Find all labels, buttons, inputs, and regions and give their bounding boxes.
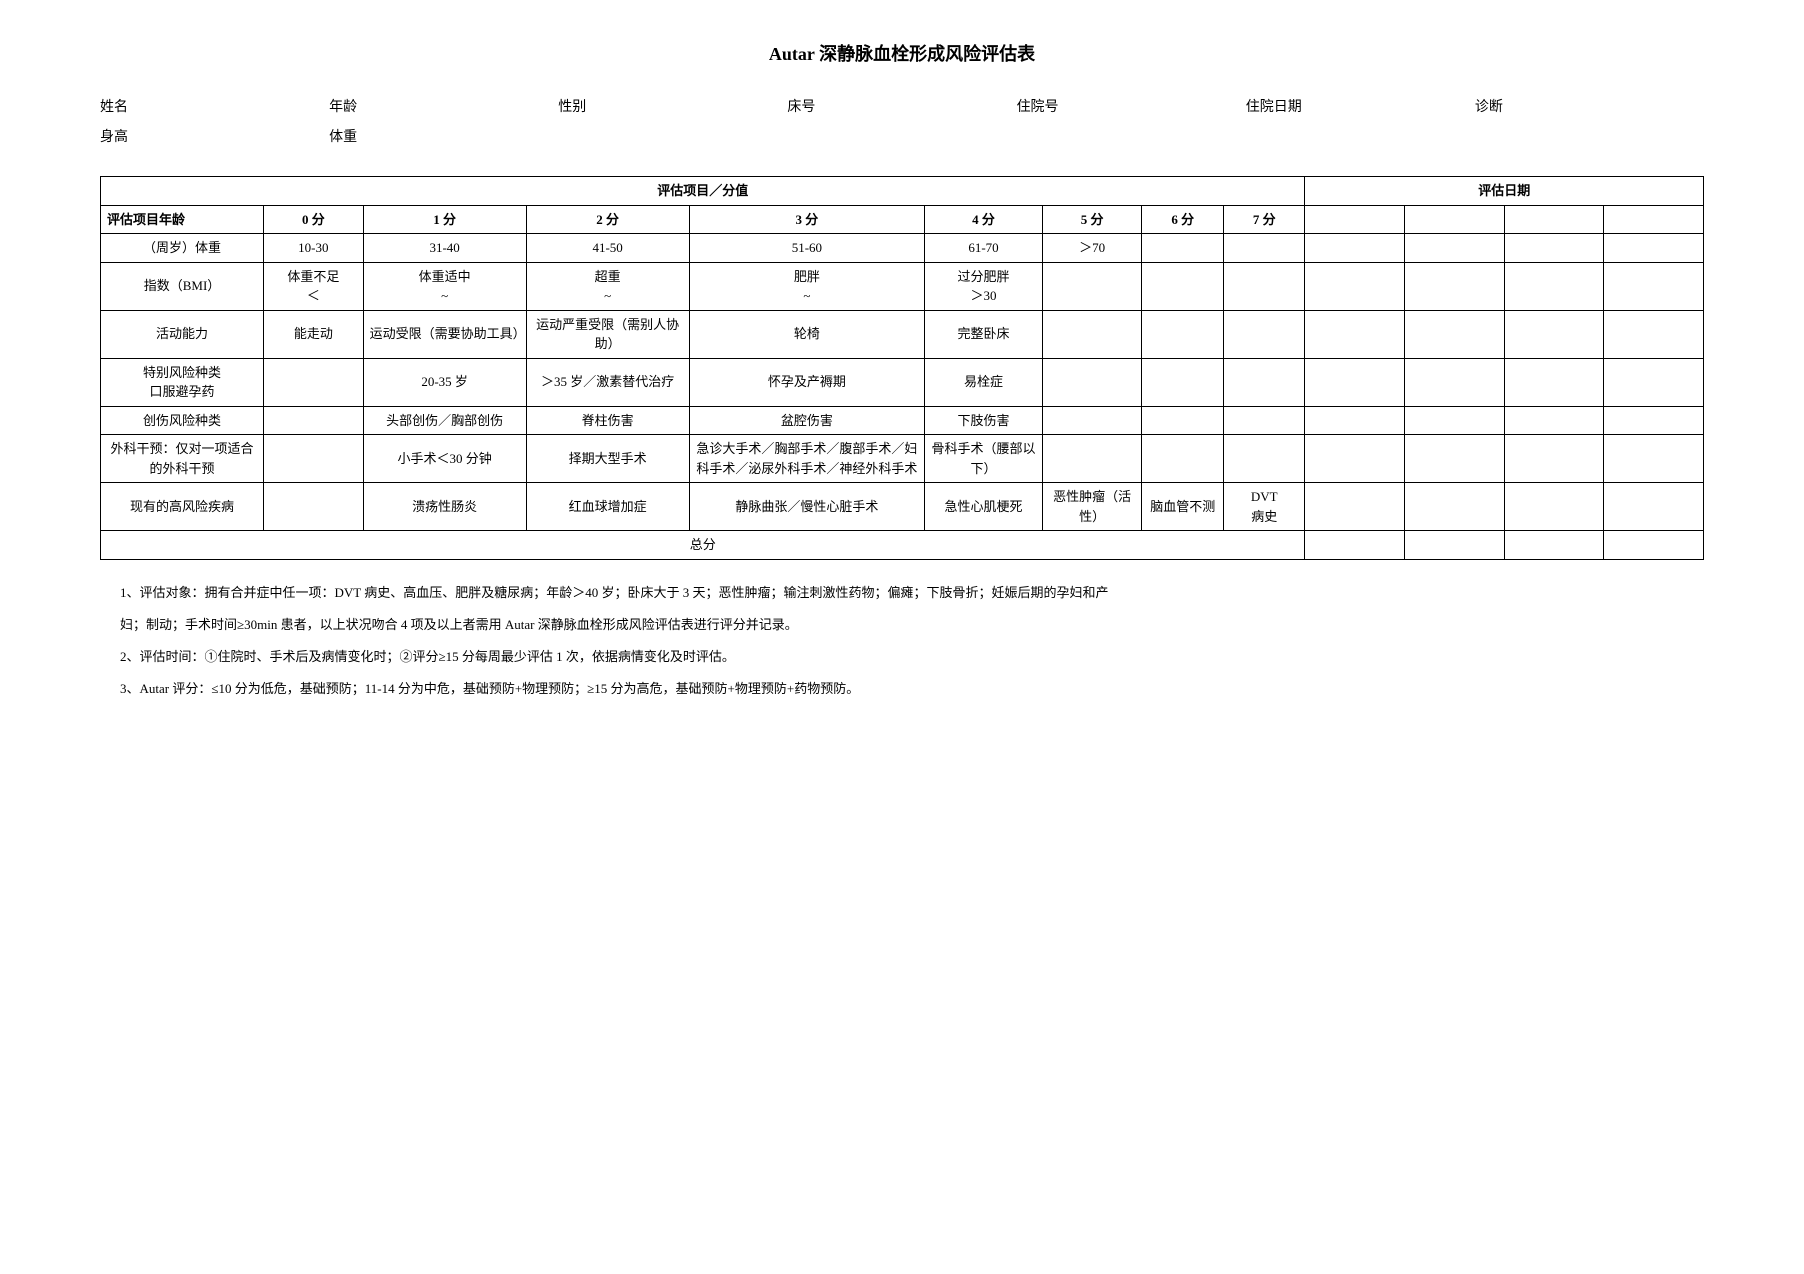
activity-4: 完整卧床 [925, 310, 1043, 358]
date-col-2 [1405, 205, 1505, 234]
existing-disease-4: 急性心肌梗死 [925, 483, 1043, 531]
trauma-risk-4: 下肢伤害 [925, 406, 1043, 435]
diagnosis-label: 诊断 [1475, 96, 1704, 116]
trauma-risk-2: 脊柱伤害 [526, 406, 689, 435]
row-special-risk: 特别风险种类口服避孕药 20-35 岁 ＞35 岁／激素替代治疗 怀孕及产褥期 … [101, 358, 1704, 406]
score-6-header: 6 分 [1142, 205, 1224, 234]
age-weight-4: 61-70 [925, 234, 1043, 263]
trauma-risk-1: 头部创伤／胸部创伤 [363, 406, 526, 435]
info-row-2: 身高 体重 [100, 126, 1704, 146]
admission-no-label: 住院号 [1017, 96, 1246, 116]
special-risk-label: 特别风险种类口服避孕药 [101, 358, 264, 406]
score-3-header: 3 分 [689, 205, 924, 234]
row-bmi: 指数（BMI） 体重不足＜ 体重适中~ 超重~ 肥胖~ 过分肥胖＞30 [101, 262, 1704, 310]
bmi-2: 超重~ [526, 262, 689, 310]
total-label: 总分 [101, 531, 1305, 560]
existing-disease-2: 红血球增加症 [526, 483, 689, 531]
age-weight-2: 41-50 [526, 234, 689, 263]
header-row-2: 评估项目年龄 0 分 1 分 2 分 3 分 4 分 5 分 6 分 7 分 [101, 205, 1704, 234]
trauma-risk-label: 创伤风险种类 [101, 406, 264, 435]
activity-label: 活动能力 [101, 310, 264, 358]
score-1-header: 1 分 [363, 205, 526, 234]
note-1: 1、评估对象：拥有合并症中任一项：DVT 病史、高血压、肥胖及糖尿病；年龄＞40… [120, 580, 1704, 606]
item-age-header: 评估项目年龄 [101, 205, 264, 234]
surgery-3: 急诊大手术／胸部手术／腹部手术／妇科手术／泌尿外科手术／神经外科手术 [689, 435, 924, 483]
existing-disease-label: 现有的高风险疾病 [101, 483, 264, 531]
existing-disease-6: 脑血管不测 [1142, 483, 1224, 531]
age-weight-1: 31-40 [363, 234, 526, 263]
age-weight-label: （周岁）体重 [101, 234, 264, 263]
score-0-header: 0 分 [264, 205, 364, 234]
activity-0: 能走动 [264, 310, 364, 358]
special-risk-4: 易栓症 [925, 358, 1043, 406]
patient-info-block: 姓名 年龄 性别 床号 住院号 住院日期 诊断 身高 体重 [100, 96, 1704, 156]
header-row-1: 评估项目／分值 评估日期 [101, 177, 1704, 206]
admission-date-label: 住院日期 [1246, 96, 1475, 116]
name-label: 姓名 [100, 96, 329, 116]
page-title: Autar 深静脉血栓形成风险评估表 [100, 40, 1704, 66]
row-total: 总分 [101, 531, 1704, 560]
date-col-4 [1604, 205, 1704, 234]
age-weight-0: 10-30 [264, 234, 364, 263]
activity-2: 运动严重受限（需别人协助） [526, 310, 689, 358]
surgery-label: 外科干预：仅对一项适合的外科干预 [101, 435, 264, 483]
row-surgery: 外科干预：仅对一项适合的外科干预 小手术＜30 分钟 择期大型手术 急诊大手术／… [101, 435, 1704, 483]
date-col-1 [1305, 205, 1405, 234]
row-existing-disease: 现有的高风险疾病 溃疡性肠炎 红血球增加症 静脉曲张／慢性心脏手术 急性心肌梗死… [101, 483, 1704, 531]
age-weight-5: ＞70 [1042, 234, 1142, 263]
surgery-1: 小手术＜30 分钟 [363, 435, 526, 483]
trauma-risk-3: 盆腔伤害 [689, 406, 924, 435]
note-2: 2、评估时间：①住院时、手术后及病情变化时；②评分≥15 分每周最少评估 1 次… [120, 644, 1704, 670]
existing-disease-5: 恶性肿瘤（活性） [1042, 483, 1142, 531]
activity-1: 运动受限（需要协助工具） [363, 310, 526, 358]
bed-label: 床号 [787, 96, 1016, 116]
score-5-header: 5 分 [1042, 205, 1142, 234]
surgery-4: 骨科手术（腰部以下） [925, 435, 1043, 483]
bmi-label: 指数（BMI） [101, 262, 264, 310]
note-1b: 妇；制动；手术时间≥30min 患者，以上状况吻合 4 项及以上者需用 Auta… [120, 612, 1704, 638]
bmi-4: 过分肥胖＞30 [925, 262, 1043, 310]
existing-disease-1: 溃疡性肠炎 [363, 483, 526, 531]
note-3: 3、Autar 评分：≤10 分为低危，基础预防；11-14 分为中危，基础预防… [120, 676, 1704, 702]
bmi-0: 体重不足＜ [264, 262, 364, 310]
bmi-1: 体重适中~ [363, 262, 526, 310]
height-label: 身高 [100, 126, 329, 146]
age-weight-3: 51-60 [689, 234, 924, 263]
special-risk-3: 怀孕及产褥期 [689, 358, 924, 406]
row-trauma-risk: 创伤风险种类 头部创伤／胸部创伤 脊柱伤害 盆腔伤害 下肢伤害 [101, 406, 1704, 435]
notes-section: 1、评估对象：拥有合并症中任一项：DVT 病史、高血压、肥胖及糖尿病；年龄＞40… [100, 580, 1704, 702]
eval-date-header: 评估日期 [1305, 177, 1704, 206]
date-col-3 [1504, 205, 1604, 234]
special-risk-1: 20-35 岁 [363, 358, 526, 406]
gender-label: 性别 [558, 96, 787, 116]
bmi-3: 肥胖~ [689, 262, 924, 310]
activity-3: 轮椅 [689, 310, 924, 358]
existing-disease-3: 静脉曲张／慢性心脏手术 [689, 483, 924, 531]
score-4-header: 4 分 [925, 205, 1043, 234]
age-label: 年龄 [329, 96, 558, 116]
row-age-weight: （周岁）体重 10-30 31-40 41-50 51-60 61-70 ＞70 [101, 234, 1704, 263]
existing-disease-7: DVT病史 [1223, 483, 1305, 531]
info-row-1: 姓名 年龄 性别 床号 住院号 住院日期 诊断 [100, 96, 1704, 116]
weight-label: 体重 [329, 126, 558, 146]
assessment-table: 评估项目／分值 评估日期 评估项目年龄 0 分 1 分 2 分 3 分 4 分 … [100, 176, 1704, 560]
items-scores-header: 评估项目／分值 [101, 177, 1305, 206]
row-activity: 活动能力 能走动 运动受限（需要协助工具） 运动严重受限（需别人协助） 轮椅 完… [101, 310, 1704, 358]
score-2-header: 2 分 [526, 205, 689, 234]
score-7-header: 7 分 [1223, 205, 1305, 234]
surgery-2: 择期大型手术 [526, 435, 689, 483]
special-risk-2: ＞35 岁／激素替代治疗 [526, 358, 689, 406]
